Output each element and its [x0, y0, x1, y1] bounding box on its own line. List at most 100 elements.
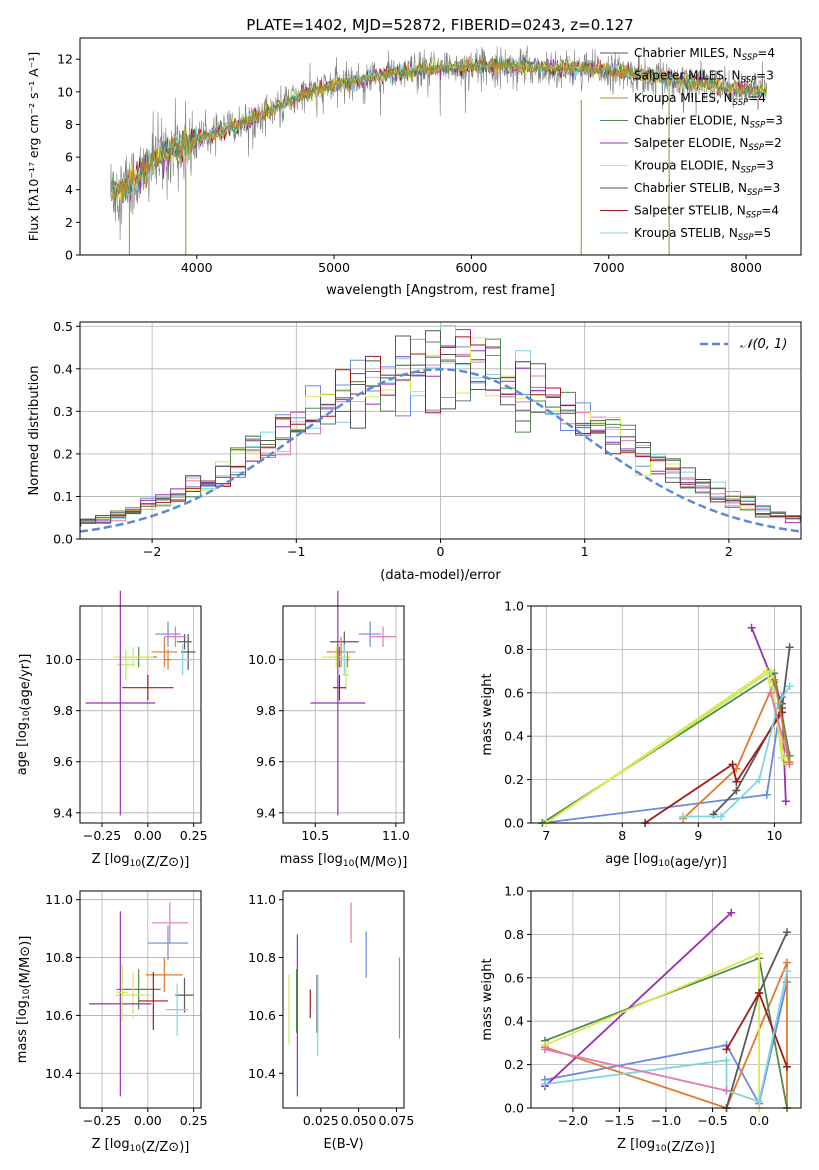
y-tick-label: 10.6: [45, 1008, 73, 1023]
y-tick-label: 9.4: [53, 805, 73, 820]
x-tick-label: 0.00: [134, 828, 162, 843]
weight-line: [542, 696, 783, 824]
axes-frame: [79, 37, 802, 256]
x-tick-label: 7: [542, 828, 550, 843]
age_weight-panel: 7 8 9 10 0.0 0.2 0.4 0.6 0.8 1.0 age [log10(age/yr…: [480, 599, 802, 870]
y-tick-label: 10.8: [248, 950, 276, 965]
weight-marker: [766, 688, 775, 697]
y-tick-label: 0.4: [504, 729, 524, 744]
legend-entry: Chabrier MILES, NSSP=4: [634, 46, 775, 63]
z_weight-ylabel: mass weight: [480, 958, 495, 1040]
residuals-xlabel: (data-model)/error: [380, 568, 501, 583]
x-tick-label: −0.25: [83, 828, 121, 843]
y-tick-label: 1.0: [504, 599, 524, 614]
weight-marker: [732, 786, 741, 795]
z_mass-xlabel: Z [log10(Z/Z⊙)]: [92, 1137, 190, 1155]
y-tick-label: 0.0: [504, 816, 524, 831]
x-tick-label: 9: [694, 828, 702, 843]
y-tick-label: 0.2: [504, 1057, 524, 1072]
weight-marker: [722, 1056, 731, 1065]
x-tick-label: 10: [766, 828, 782, 843]
weight-marker: [777, 708, 786, 717]
weight-line: [544, 981, 788, 1107]
y-tick-label: 10.4: [45, 1066, 73, 1081]
weight-marker: [762, 667, 771, 676]
weight-marker: [540, 1080, 549, 1089]
x-tick-label: 0.25: [180, 1113, 208, 1128]
y-tick-label: 11.0: [45, 892, 73, 907]
legend-entry: Chabrier ELODIE, NSSP=3: [634, 114, 783, 131]
y-tick-label: 0.6: [504, 970, 524, 985]
weight-marker: [783, 1062, 792, 1071]
weight-line: [544, 1048, 727, 1092]
weight-marker: [781, 797, 790, 806]
legend-entry: Kroupa ELODIE, NSSP=3: [634, 159, 774, 176]
y-tick-label: 0.5: [53, 319, 73, 334]
x-tick-label: 5000: [318, 260, 350, 275]
weight-line: [712, 647, 791, 815]
y-tick-label: 6: [65, 150, 73, 165]
x-tick-label: 7000: [593, 260, 625, 275]
x-tick-label: 10.5: [301, 828, 329, 843]
weight-marker: [755, 949, 764, 958]
weight-marker: [732, 777, 741, 786]
z_mass-panel: −0.25 0.00 0.25 10.4 10.6 10.8 11.0 Z [log10(Z/…: [15, 890, 208, 1155]
z_age-xlabel: Z [log10(Z/Z⊙)]: [92, 852, 190, 870]
x-tick-label: 0.050: [341, 1113, 377, 1128]
spectrum-model-line: [111, 55, 768, 203]
y-tick-label: 0.2: [504, 772, 524, 787]
x-tick-label: 2: [725, 544, 733, 559]
age_weight-xlabel: age [log10(age/yr)]: [605, 852, 727, 870]
x-tick-label: −2.0: [558, 1113, 588, 1128]
weight-marker: [762, 790, 771, 799]
weight-marker: [785, 682, 794, 691]
weight-marker: [783, 958, 792, 967]
weight-marker: [755, 988, 764, 997]
y-tick-label: 10.8: [45, 950, 73, 965]
x-tick-label: 0.075: [379, 1113, 415, 1128]
weight-marker: [755, 1097, 764, 1106]
weight-marker: [722, 1045, 731, 1054]
x-tick-label: −1: [287, 544, 305, 559]
x-tick-label: 0.25: [180, 828, 208, 843]
x-tick-label: −1.5: [604, 1113, 634, 1128]
axes-frame: [282, 605, 405, 824]
y-tick-label: 0.3: [53, 404, 73, 419]
x-tick-label: 4000: [181, 260, 213, 275]
residuals-hists: [80, 325, 801, 533]
x-tick-label: −1.0: [651, 1113, 681, 1128]
spectrum-ylabel: Flux [fλ10⁻¹⁷ erg cm⁻² s⁻¹ A⁻¹]: [26, 52, 41, 241]
y-tick-label: 9.8: [256, 703, 276, 718]
x-tick-label: 0: [437, 544, 445, 559]
weight-marker: [783, 967, 792, 976]
x-tick-label: 8000: [730, 260, 762, 275]
y-tick-label: 10.0: [248, 652, 276, 667]
weight-marker: [785, 643, 794, 652]
weight-line: [773, 679, 791, 763]
y-tick-label: 0.1: [53, 489, 73, 504]
axes-frame: [79, 321, 802, 540]
y-tick-label: 10: [57, 84, 73, 99]
axes-frame: [282, 890, 405, 1109]
spectrum-lines: [109, 45, 768, 255]
y-tick-label: 10.4: [248, 1066, 276, 1081]
weight-marker: [722, 1086, 731, 1095]
spectrum-xlabel: wavelength [Angstrom, rest frame]: [326, 283, 555, 298]
weight-marker: [717, 812, 726, 821]
normal-curve: [80, 368, 801, 533]
weight-marker: [770, 675, 779, 684]
z_mass-ylabel: mass [log10(M/M⊙)]: [15, 936, 33, 1064]
y-tick-label: 0.6: [504, 685, 524, 700]
ebv_mass-panel: 0.025 0.050 0.075 10.4 10.6 10.8 11.0 E(B-V): [248, 890, 415, 1152]
y-tick-label: 9.6: [256, 754, 276, 769]
weight-line: [545, 669, 787, 824]
weight-marker: [679, 812, 688, 821]
legend-entry: Salpeter STELIB, NSSP=4: [634, 204, 779, 221]
legend-entry: Salpeter ELODIE, NSSP=2: [634, 136, 782, 153]
x-tick-label: 0.0: [749, 1113, 769, 1128]
x-tick-label: 1: [581, 544, 589, 559]
weight-marker: [783, 928, 792, 937]
legend-entry: Kroupa MILES, NSSP=4: [634, 91, 766, 108]
y-tick-label: 12: [57, 52, 73, 67]
weight-marker: [540, 1045, 549, 1054]
